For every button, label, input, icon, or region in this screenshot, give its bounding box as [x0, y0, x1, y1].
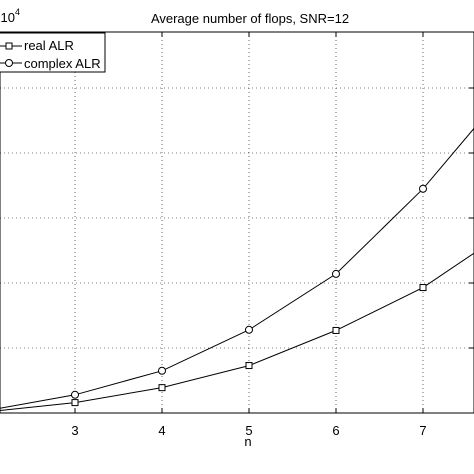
x-axis-label: n	[244, 434, 251, 449]
point-real-alr-4	[332, 326, 340, 334]
point-complex-alr-4	[332, 269, 340, 278]
point-complex-alr-3	[245, 325, 253, 334]
y-exponent-power: 4	[15, 7, 20, 17]
point-complex-alr-2	[158, 366, 166, 375]
x-tick-label-6: 6	[332, 423, 339, 438]
point-real-alr-3	[245, 362, 253, 370]
x-tick-label-7: 7	[419, 423, 426, 438]
x-tick-label-5: 5	[245, 423, 252, 438]
chart-title: Average number of flops, SNR=12	[151, 11, 349, 26]
x-tick-label-3: 3	[71, 423, 78, 438]
y-exponent-label: x104	[0, 7, 20, 25]
legend-box	[0, 32, 106, 73]
series-layer	[0, 127, 474, 411]
plot-frame	[0, 31, 474, 414]
legend: real ALR complex ALR	[0, 32, 106, 73]
point-complex-alr-5	[419, 184, 427, 193]
legend-entry-complex-alr: complex ALR	[0, 56, 101, 71]
x-tick-label-4: 4	[158, 423, 165, 438]
legend-label-complex-alr: complex ALR	[24, 56, 101, 71]
y-exponent-base: x10	[0, 10, 15, 25]
x-ticks: 3 4 5 6 7	[71, 32, 474, 438]
point-complex-alr-1	[71, 390, 79, 399]
legend-circle-marker	[5, 59, 13, 67]
legend-entry-real-alr: real ALR	[0, 38, 74, 53]
point-real-alr-1	[71, 399, 79, 407]
series-line-real-alr	[0, 252, 474, 411]
point-real-alr-2	[158, 384, 166, 392]
legend-label-real-alr: real ALR	[24, 38, 74, 53]
series-line-complex-alr	[0, 127, 474, 409]
legend-square-marker	[5, 42, 13, 50]
grid-lines	[0, 32, 474, 413]
point-real-alr-5	[419, 284, 427, 292]
